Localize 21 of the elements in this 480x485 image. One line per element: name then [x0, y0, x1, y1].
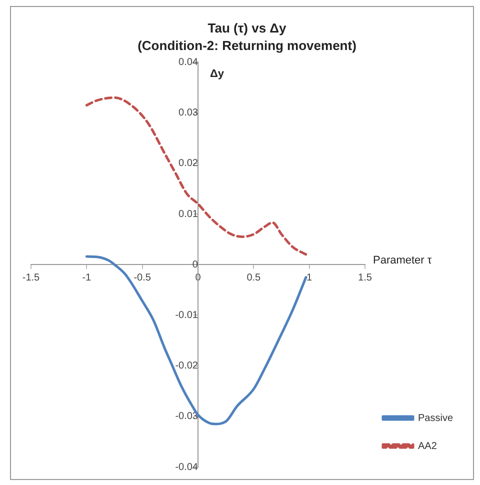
y-tick-label: 0 — [192, 259, 198, 270]
x-tick-label: -0.5 — [134, 272, 152, 284]
y-tick-label: -0.04 — [175, 462, 198, 473]
x-tick-label: 0.5 — [246, 272, 262, 284]
y-tick-label: 0.01 — [178, 208, 198, 220]
x-axis-title: Parameter τ — [372, 254, 432, 267]
y-axis-title: Δy — [210, 68, 225, 80]
y-tick-label: 0.03 — [178, 108, 198, 119]
x-tick-label: 1 — [306, 272, 313, 284]
x-tick-label: -1.5 — [22, 272, 40, 284]
chart-title: Tau (τ) vs Δy — [208, 20, 288, 36]
y-tick-label: -0.01 — [175, 310, 198, 321]
x-tick-label: -1 — [82, 272, 92, 284]
x-tick-label: 1.5 — [358, 272, 372, 284]
y-tick-label: 0.02 — [178, 158, 198, 170]
line-series — [85, 96, 308, 256]
legend-label: AA2 — [418, 440, 438, 452]
legend-label: Passive — [418, 412, 454, 424]
chart-subtitle: (Condition-2: Returning movement) — [138, 38, 356, 53]
y-tick-label: 0.04 — [178, 56, 198, 68]
y-tick-label: -0.02 — [175, 360, 198, 372]
